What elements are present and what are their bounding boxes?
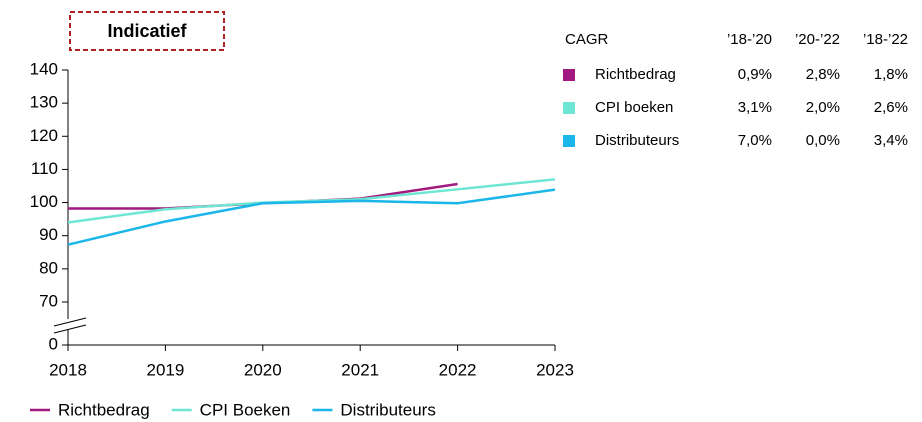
x-tick-label: 2019 — [146, 360, 184, 379]
series-line — [67, 188, 556, 246]
legend-label: Richtbedrag — [58, 400, 150, 419]
table-cell: Distributeurs — [595, 132, 679, 149]
x-tick-label: 2023 — [536, 360, 574, 379]
table-cell: 1,8% — [874, 66, 908, 83]
table-cell: 2,8% — [806, 66, 840, 83]
y-tick-label: 70 — [39, 291, 58, 310]
y-tick-label: 120 — [30, 126, 58, 145]
cagr-table: CAGR ’18-’20 ’20-’22 ’18-’22 Richtbedrag 0,9%… — [563, 31, 908, 149]
table-cell: 7,0% — [738, 132, 772, 149]
table-cell: 3,4% — [874, 132, 908, 149]
x-tick-label: 2022 — [439, 360, 477, 379]
annotation: Indicatief — [107, 21, 187, 41]
table-header: ’18-’20 — [727, 31, 772, 48]
y-tick-label: 80 — [39, 258, 58, 277]
table-cell: Richtbedrag — [595, 66, 676, 83]
y-tick-label: 140 — [30, 59, 58, 78]
table-header: ’20-’22 — [795, 31, 840, 48]
y-tick-label: 0 — [49, 334, 58, 353]
axis-break-gap — [56, 319, 80, 329]
x-tick-label: 2020 — [244, 360, 282, 379]
axis-break — [53, 324, 87, 334]
table-cell: 2,0% — [806, 99, 840, 116]
table-cell: CPI boeken — [595, 99, 673, 116]
y-tick-label: 100 — [30, 192, 58, 211]
table-swatch — [563, 102, 575, 114]
table-swatch — [563, 135, 575, 147]
x-tick-label: 2021 — [341, 360, 379, 379]
axis-break — [53, 317, 87, 327]
annotation-box — [69, 11, 225, 51]
y-tick-label: 90 — [39, 225, 58, 244]
legend-label: CPI Boeken — [200, 400, 291, 419]
table-cell: 0,0% — [806, 132, 840, 149]
table-cell: 2,6% — [874, 99, 908, 116]
x-tick-label: 2018 — [49, 360, 87, 379]
y-tick-label: 130 — [30, 93, 58, 112]
legend-label: Distributeurs — [340, 400, 435, 419]
y-tick-label: 110 — [31, 159, 58, 178]
table-cell: 0,9% — [738, 66, 772, 83]
table-swatch — [563, 69, 575, 81]
table-header: CAGR — [565, 31, 609, 48]
table-cell: 3,1% — [738, 99, 772, 116]
table-header: ’18-’22 — [863, 31, 908, 48]
